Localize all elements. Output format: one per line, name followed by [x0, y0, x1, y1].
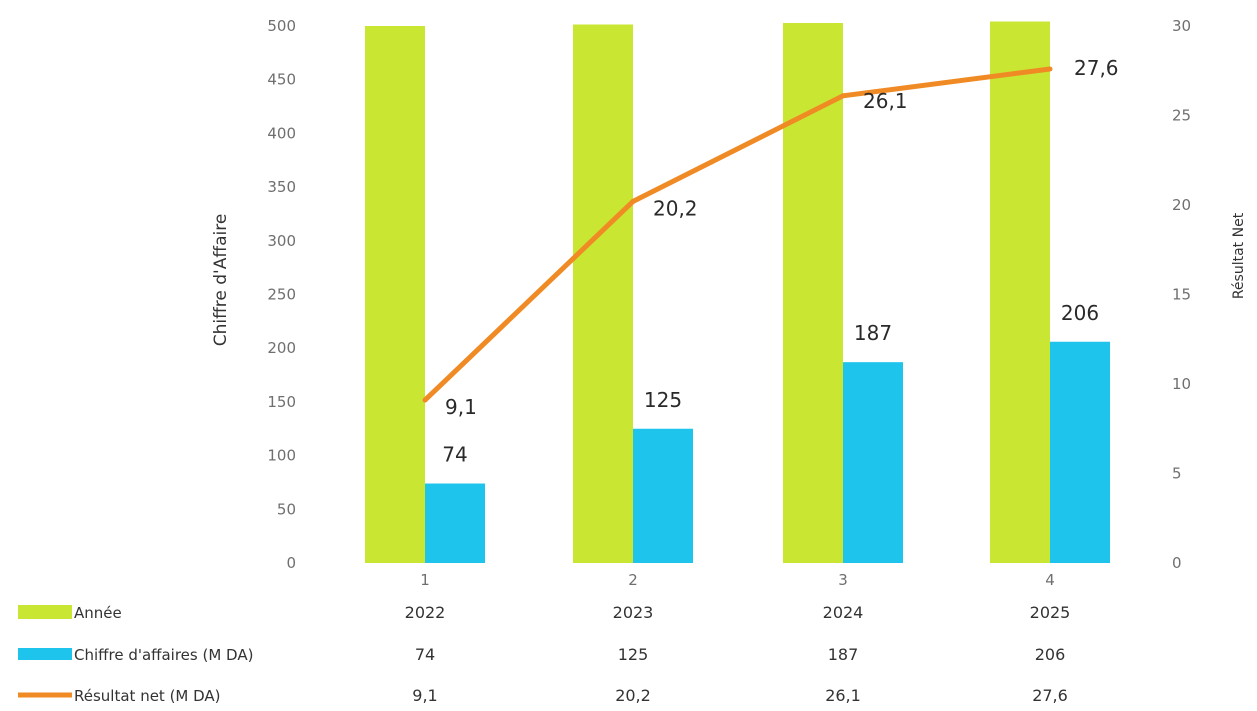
data-label-chiffre-affaires: 74 [442, 443, 467, 467]
table-cell: 20,2 [615, 686, 651, 705]
legend-key [18, 605, 72, 619]
y-tick-left: 0 [286, 554, 296, 572]
bars-layer [365, 21, 1110, 563]
y-tick-left: 200 [267, 339, 296, 357]
x-tick-label: 1 [420, 571, 430, 589]
axes-layer: 0 50 100 150 200 250 300 350 400 450 500 0 5 10 15 20 25… [267, 17, 1191, 589]
y-tick-left: 450 [267, 71, 296, 89]
bar-chiffre-affaires [633, 428, 693, 563]
y-axis-title-left: Chiffre d'Affaire [211, 214, 231, 347]
table-cell: 9,1 [412, 686, 437, 705]
data-label-resultat-net: 27,6 [1074, 56, 1119, 80]
y-tick-left: 300 [267, 232, 296, 250]
table-cell: 2025 [1030, 603, 1071, 622]
bar-annee [365, 26, 425, 563]
table-cell: 2023 [613, 603, 654, 622]
data-label-chiffre-affaires: 187 [854, 321, 892, 345]
y-tick-right: 10 [1172, 375, 1191, 393]
line-point-resultat-net [422, 397, 428, 403]
bar-chiffre-affaires [425, 483, 485, 563]
table-cell: 125 [618, 645, 649, 664]
y-tick-left: 250 [267, 286, 296, 304]
table-cell: 74 [415, 645, 435, 664]
data-table: Année 2022 2023 2024 2025 Chiffre d'affaires … [18, 603, 1070, 705]
data-label-chiffre-affaires: 125 [644, 388, 682, 412]
x-tick-label: 2 [628, 571, 638, 589]
y-axis-title-right: Résultat Net [1231, 212, 1247, 299]
table-cell: 187 [828, 645, 859, 664]
legend-label: Année [74, 604, 122, 622]
y-tick-right: 15 [1172, 286, 1191, 304]
table-cell: 26,1 [825, 686, 861, 705]
bar-annee [783, 23, 843, 563]
legend-label: Résultat net (M DA) [74, 687, 221, 705]
data-label-resultat-net: 26,1 [863, 89, 908, 113]
x-tick-label: 3 [838, 571, 848, 589]
y-tick-right: 30 [1172, 17, 1191, 35]
y-tick-left: 400 [267, 124, 296, 142]
line-layer [422, 66, 1053, 403]
y-tick-right: 20 [1172, 196, 1191, 214]
legend-key [18, 692, 72, 698]
table-cell: 27,6 [1032, 686, 1068, 705]
line-point-resultat-net [630, 198, 636, 204]
legend-key [18, 648, 72, 660]
y-tick-left: 100 [267, 447, 296, 465]
bar-annee [573, 24, 633, 563]
data-label-chiffre-affaires: 206 [1061, 301, 1099, 325]
y-tick-left: 150 [267, 393, 296, 411]
x-tick-label: 4 [1045, 571, 1055, 589]
y-tick-right: 5 [1172, 465, 1182, 483]
y-tick-right: 25 [1172, 107, 1191, 125]
data-label-resultat-net: 9,1 [445, 395, 477, 419]
y-tick-left: 500 [267, 17, 296, 35]
bar-chiffre-affaires [843, 362, 903, 563]
line-resultat-net [423, 66, 1051, 402]
bar-annee [990, 21, 1050, 563]
data-label-resultat-net: 20,2 [653, 196, 698, 220]
table-cell: 206 [1035, 645, 1066, 664]
y-tick-left: 350 [267, 178, 296, 196]
table-cell: 2022 [405, 603, 446, 622]
line-point-resultat-net [840, 93, 846, 99]
legend-label: Chiffre d'affaires (M DA) [74, 646, 253, 664]
labels-layer: 74 125 187 206 9,1 20,2 26,1 27,6 [442, 56, 1118, 467]
bar-chiffre-affaires [1050, 341, 1110, 563]
table-cell: 2024 [823, 603, 864, 622]
y-tick-left: 50 [277, 500, 296, 518]
y-tick-right: 0 [1172, 554, 1182, 572]
line-point-resultat-net [1047, 66, 1053, 72]
